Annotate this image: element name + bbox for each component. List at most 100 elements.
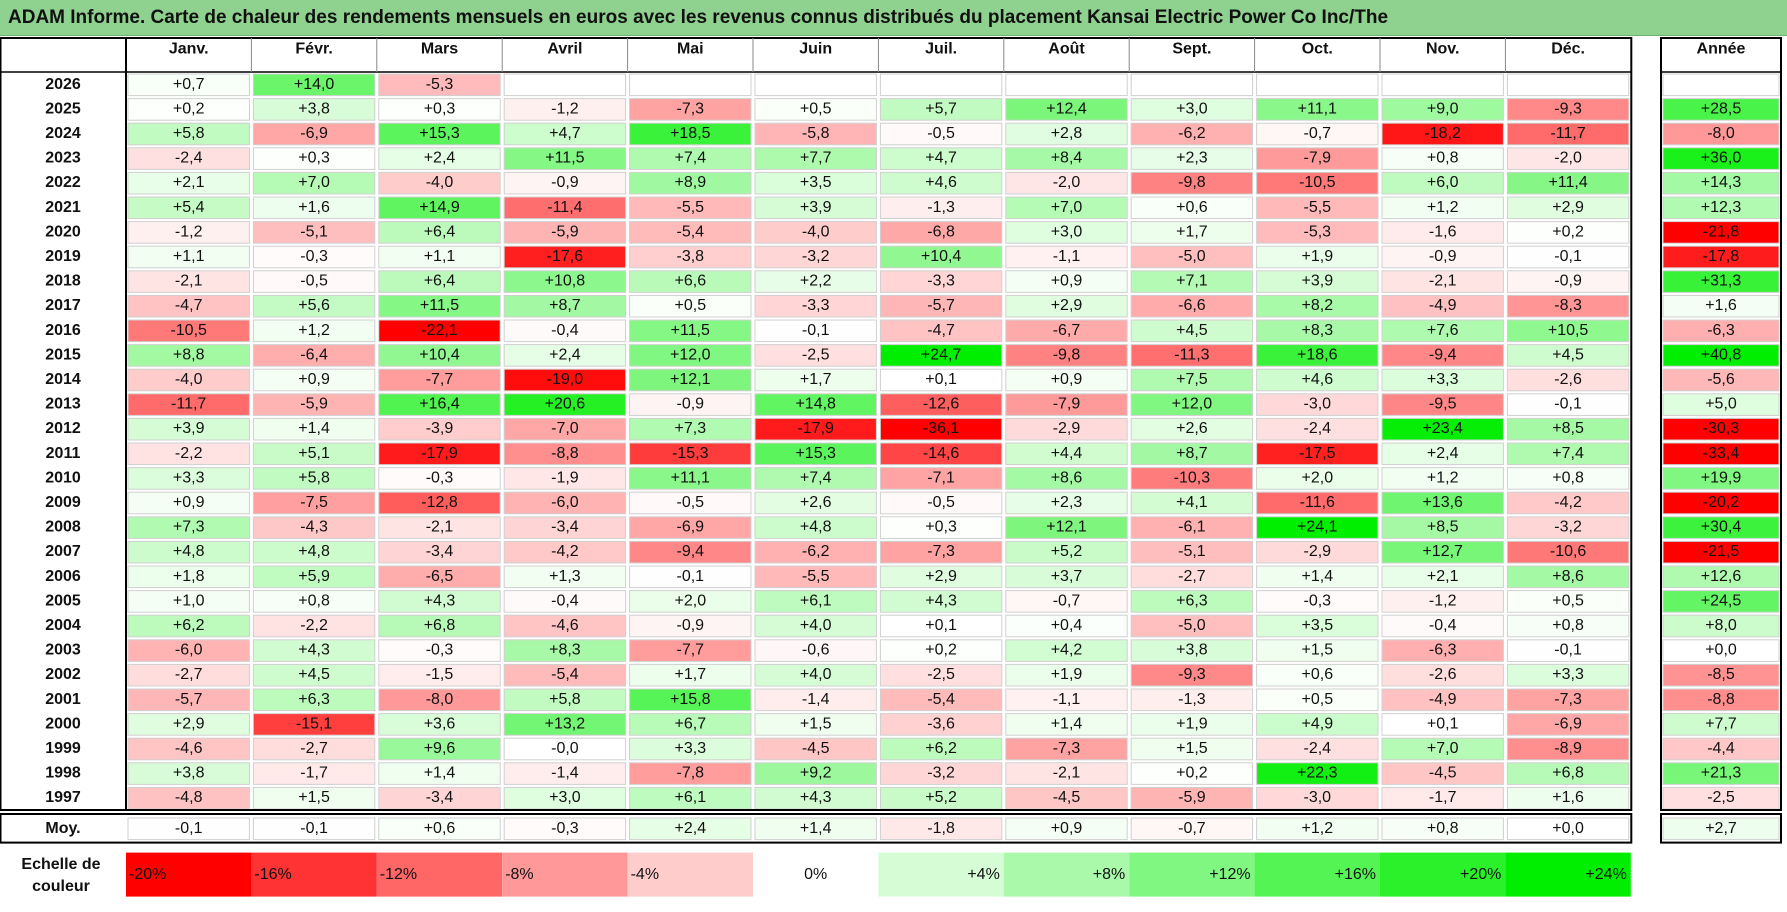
heatmap-cell	[1381, 688, 1504, 712]
average-cell	[127, 817, 250, 841]
cell-value: -6,0	[175, 642, 203, 659]
heatmap-cell	[503, 467, 627, 490]
cell-value: -2,2	[175, 445, 203, 462]
scale-tick-label: +16%	[1335, 866, 1376, 883]
heatmap-cell	[629, 344, 752, 367]
cell-value: -9,4	[677, 543, 705, 560]
heatmap-cell	[127, 540, 250, 564]
cell-value: +1,9	[1302, 248, 1334, 265]
average-value: +0,0	[1552, 820, 1584, 837]
annual-cell	[1662, 319, 1780, 343]
heatmap-cell	[1506, 663, 1630, 687]
cell-value: +4,5	[298, 666, 330, 683]
cell-value: +6,6	[675, 273, 707, 290]
cell-value: +2,4	[424, 150, 456, 167]
cell-value: +3,3	[173, 469, 205, 486]
heatmap-cell	[127, 368, 250, 392]
cell-value: +0,5	[1552, 592, 1584, 609]
cell-value: -3,4	[551, 519, 579, 536]
scale-swatch	[1254, 852, 1380, 897]
cell-value: -11,4	[547, 199, 582, 216]
cell-value: -5,4	[677, 223, 705, 240]
heatmap-cell	[503, 171, 627, 195]
heatmap-cell	[1506, 98, 1630, 121]
cell-value: -5,5	[1304, 199, 1332, 216]
cell-value: +22,3	[1297, 765, 1338, 782]
heatmap-cell	[252, 442, 376, 466]
cell-value: +2,4	[1427, 445, 1459, 462]
heatmap-cell	[629, 294, 752, 318]
heatmap-cell	[378, 737, 501, 761]
cell-value: -1,3	[927, 199, 955, 216]
cell-value: +7,4	[1552, 445, 1584, 462]
heatmap-cell	[1130, 245, 1254, 269]
heatmap-cell	[378, 122, 501, 146]
heatmap-cell	[252, 614, 376, 638]
cell-value: +10,4	[419, 346, 460, 363]
heatmap-cell	[503, 98, 627, 121]
cell-value: +4,2	[1051, 642, 1083, 659]
annual-cell	[1662, 417, 1780, 441]
cell-value: -15,1	[296, 715, 333, 732]
heatmap-cell	[1506, 540, 1630, 564]
month-header: Janv.	[169, 41, 209, 58]
cell-value: -8,3	[1554, 297, 1582, 314]
annual-average-frame	[1660, 813, 1782, 844]
heatmap-cell	[1381, 491, 1504, 515]
cell-value: +0,3	[424, 100, 456, 117]
heatmap-cell	[629, 565, 752, 589]
heatmap-cell	[503, 590, 627, 613]
heatmap-cell	[1005, 73, 1128, 97]
cell-value: -0,9	[551, 174, 579, 191]
year-label: 1998	[45, 765, 81, 782]
scale-label-line1: Echelle de	[21, 856, 100, 873]
heatmap-cell	[1506, 762, 1630, 785]
heatmap-cell	[1506, 393, 1630, 416]
cell-value: +6,3	[1176, 592, 1208, 609]
heatmap-cell	[1256, 245, 1379, 269]
cell-value: -6,9	[677, 519, 705, 536]
heatmap-cell	[629, 614, 752, 638]
cell-value: +5,8	[549, 691, 581, 708]
cell-value: -6,3	[1429, 642, 1457, 659]
heatmap-cell	[1256, 270, 1379, 293]
cell-value: -4,0	[426, 174, 454, 191]
heatmap-cell	[127, 294, 250, 318]
heatmap-cell	[503, 663, 627, 687]
heatmap-cell	[127, 467, 250, 490]
heatmap-cell	[378, 221, 501, 244]
cell-value: -3,0	[1304, 789, 1332, 806]
cell-value: +6,4	[424, 273, 456, 290]
heatmap-cell	[1506, 491, 1630, 515]
heatmap-cell	[1381, 221, 1504, 244]
cell-value: +4,0	[800, 617, 832, 634]
heatmap-cell	[1381, 73, 1504, 97]
heatmap-cell	[629, 516, 752, 539]
cell-value: +1,9	[1051, 666, 1083, 683]
annual-cell	[1662, 196, 1780, 220]
cell-value: +5,1	[298, 445, 330, 462]
heatmap-cell	[127, 98, 250, 121]
cell-value: -3,8	[677, 248, 705, 265]
cell-value: -2,5	[802, 346, 830, 363]
annual-value: +21,3	[1701, 765, 1742, 782]
cell-value: +12,1	[670, 371, 711, 388]
cell-value: +1,0	[173, 592, 205, 609]
year-label: 2007	[45, 543, 81, 560]
heatmap-cell	[1005, 762, 1128, 785]
heatmap-cell	[754, 663, 877, 687]
scale-swatch	[1003, 852, 1130, 897]
heatmap-cell	[879, 442, 1003, 466]
heatmap-cell	[252, 73, 376, 97]
cell-value: +3,8	[298, 100, 330, 117]
heatmap-cell	[1130, 762, 1254, 785]
heatmap-cell	[252, 319, 376, 343]
heatmap-cell	[754, 688, 877, 712]
cell-value: +0,8	[298, 592, 330, 609]
cell-value: +5,2	[1051, 543, 1083, 560]
cell-value: +0,2	[1176, 765, 1208, 782]
annual-value: -21,5	[1703, 543, 1740, 560]
heatmap-cell	[629, 98, 752, 121]
heatmap-cell	[754, 147, 877, 170]
heatmap-cell	[879, 98, 1003, 121]
